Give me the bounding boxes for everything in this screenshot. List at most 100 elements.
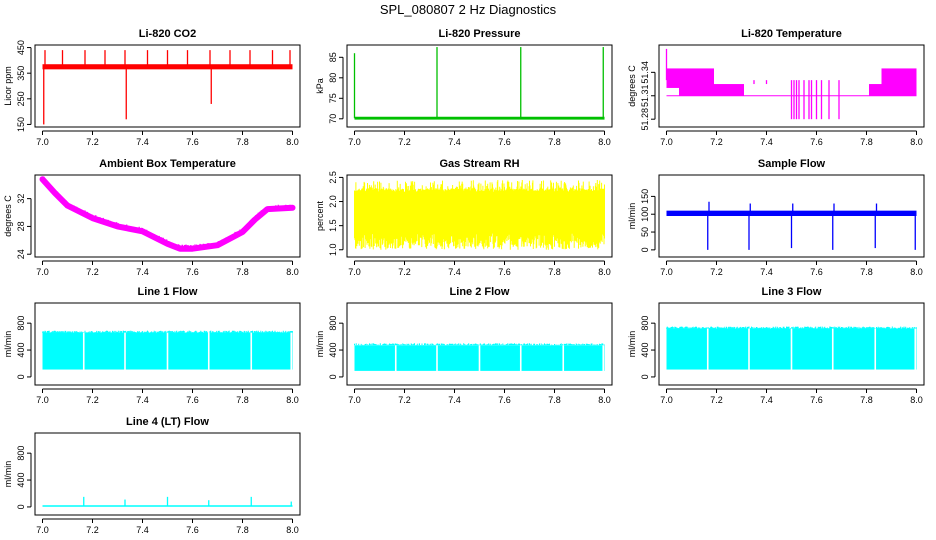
chart-panel: Line 1 Flow ml/min 7.0 7.2 7.4 7.6 7.8 8.0 0 400 8…: [3, 286, 301, 405]
x-tick-label: 7.6: [186, 525, 199, 535]
data-gap: [874, 326, 877, 372]
data-gap: [790, 326, 793, 372]
y-axis-label: degrees C: [627, 65, 637, 107]
data-block: [881, 68, 917, 96]
x-tick-label: 7.8: [236, 395, 249, 405]
y-tick-label: 1.5: [328, 219, 338, 232]
x-tick-label: 7.4: [760, 137, 773, 147]
y-tick-label: 1.0: [328, 244, 338, 257]
x-tick-label: 7.0: [660, 395, 673, 405]
x-tick-label: 7.0: [36, 395, 49, 405]
x-tick-label: 8.0: [910, 267, 923, 277]
x-tick-label: 7.4: [136, 525, 149, 535]
y-tick-label: 70: [328, 114, 338, 124]
y-axis-label: ml/min: [627, 203, 637, 230]
x-tick-label: 7.2: [86, 267, 99, 277]
x-tick-label: 7.8: [236, 267, 249, 277]
x-tick-label: 7.2: [710, 137, 723, 147]
x-tick-label: 8.0: [286, 525, 299, 535]
y-tick-label: 450: [16, 40, 26, 55]
y-tick-label: 75: [328, 93, 338, 103]
x-tick-label: 7.2: [710, 267, 723, 277]
plot-frame: [346, 174, 613, 258]
y-tick-label: 85: [328, 52, 338, 62]
x-tick-label: 7.4: [448, 395, 461, 405]
data-jitter: [41, 176, 293, 251]
plot-frame: [658, 302, 925, 386]
data-gap: [394, 343, 397, 373]
x-tick-label: 7.2: [86, 137, 99, 147]
x-tick-label: 7.2: [86, 525, 99, 535]
x-tick-label: 7.4: [136, 395, 149, 405]
chart-panel: Ambient Box Temperature degrees C 7.0 7.2 7.…: [3, 158, 301, 277]
chart-panel: Li-820 Temperature degrees C 7.0 7.2 7.4 7.6 7…: [627, 28, 925, 147]
x-tick-label: 8.0: [286, 395, 299, 405]
x-tick-label: 7.8: [236, 525, 249, 535]
x-tick-label: 7.6: [498, 137, 511, 147]
x-tick-label: 7.8: [548, 137, 561, 147]
x-tick-label: 7.4: [448, 267, 461, 277]
x-tick-label: 7.6: [810, 395, 823, 405]
plot-frame: [34, 302, 301, 386]
x-tick-label: 7.0: [36, 267, 49, 277]
y-tick-label: 0: [16, 504, 26, 509]
x-tick-label: 7.2: [398, 137, 411, 147]
y-tick-label: 800: [16, 446, 26, 461]
data-gap: [166, 330, 169, 372]
x-tick-label: 8.0: [598, 137, 611, 147]
data-edge: [666, 326, 917, 329]
data-edge: [42, 330, 293, 333]
plot-area: [42, 50, 293, 125]
x-tick-label: 7.0: [36, 525, 49, 535]
y-tick-label: 800: [328, 316, 338, 331]
chart-title: Line 4 (LT) Flow: [126, 416, 209, 428]
plot-frame: [658, 174, 925, 258]
y-tick-label: 800: [16, 316, 26, 331]
data-gap: [706, 326, 709, 372]
chart-title: Line 3 Flow: [762, 286, 822, 298]
x-tick-label: 8.0: [598, 395, 611, 405]
y-tick-label: 350: [16, 66, 26, 81]
plot-frame: [34, 174, 301, 258]
y-axis-label: Licor ppm: [3, 66, 13, 106]
y-tick-label: 400: [640, 343, 650, 358]
plot-frame: [346, 302, 613, 386]
chart-title: Li-820 Temperature: [741, 28, 842, 40]
y-tick-label: 150: [640, 189, 650, 204]
y-axis-label: kPa: [315, 78, 325, 94]
data-block: [714, 84, 744, 96]
plot-area: [666, 201, 917, 250]
data-gap: [250, 330, 253, 372]
plot-frame: [346, 44, 613, 128]
chart-title: Sample Flow: [758, 158, 826, 170]
x-tick-label: 7.0: [660, 267, 673, 277]
x-tick-label: 7.6: [810, 267, 823, 277]
x-tick-label: 8.0: [910, 395, 923, 405]
y-tick-label: 400: [16, 473, 26, 488]
data-gap: [831, 326, 834, 372]
x-tick-label: 7.4: [760, 267, 773, 277]
y-tick-label: 51.34: [640, 61, 650, 84]
x-tick-label: 7.2: [710, 395, 723, 405]
data-gap: [748, 326, 750, 372]
y-tick-label: 250: [16, 91, 26, 106]
data-series-line: [39, 176, 296, 252]
data-gap: [82, 330, 85, 372]
y-axis-label: degrees C: [3, 195, 13, 237]
y-tick-label: 2.5: [328, 171, 338, 184]
chart-title: Ambient Box Temperature: [99, 158, 236, 170]
x-tick-label: 7.6: [810, 137, 823, 147]
y-tick-label: 400: [16, 343, 26, 358]
plot-area: [354, 180, 605, 250]
plot-area: [665, 48, 917, 120]
y-axis-label: ml/min: [627, 331, 637, 358]
data-block: [679, 68, 714, 96]
x-tick-label: 8.0: [598, 267, 611, 277]
chart-title: Line 1 Flow: [138, 286, 198, 298]
data-gap: [519, 343, 522, 373]
plot-frame: [34, 432, 301, 516]
chart-title: Li-820 CO2: [139, 28, 196, 40]
chart-title: Li-820 Pressure: [439, 28, 521, 40]
chart-panel: Line 3 Flow ml/min 7.0 7.2 7.4 7.6 7.8 8.0 0 400 8…: [627, 286, 925, 405]
